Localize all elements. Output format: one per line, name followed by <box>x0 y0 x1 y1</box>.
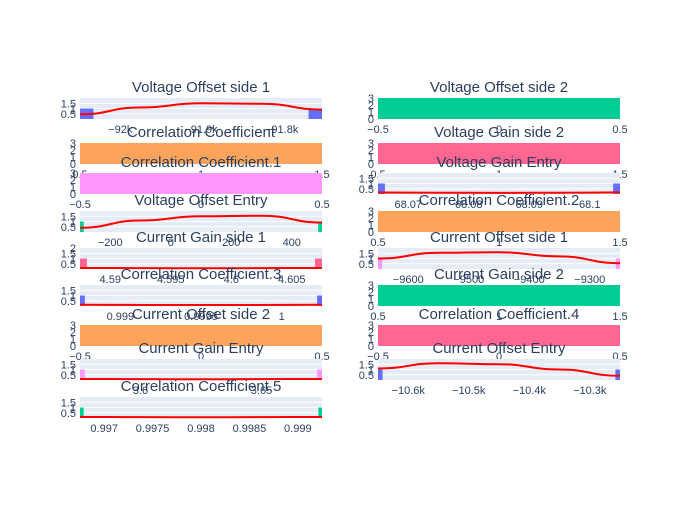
subplot-title: Current Gain side 1 <box>136 229 266 246</box>
x-tick-label: −10.5k <box>452 385 486 397</box>
x-tick-label: 0.999 <box>107 311 135 323</box>
subplot-title: Correlation Coefficient.2 <box>419 192 580 209</box>
histogram-bar <box>378 98 620 119</box>
subplot-title: Voltage Offset Entry <box>134 192 268 209</box>
x-tick-label: 0.999 <box>284 423 312 435</box>
y-tick-label: 2 <box>70 243 76 255</box>
x-tick-label: 4.605 <box>278 274 306 286</box>
y-tick-label: 3 <box>368 206 374 218</box>
subplot-title: Voltage Gain Entry <box>436 154 562 171</box>
x-tick-label: −200 <box>98 237 123 249</box>
subplot-title: Current Gain Entry <box>138 340 264 357</box>
y-tick-label: 3 <box>368 280 374 292</box>
x-tick-label: −9600 <box>393 274 424 286</box>
y-tick-label: 3 <box>70 168 76 180</box>
subplot-title: Voltage Offset side 1 <box>132 79 270 96</box>
x-tick-label: −0.5 <box>69 199 91 211</box>
y-tick-label: 3 <box>368 138 374 150</box>
histogram-bar <box>378 285 620 306</box>
x-tick-label: 0.9975 <box>136 423 170 435</box>
y-tick-label: 1.5 <box>61 211 76 223</box>
subplot-title: Correlation Coefficient.1 <box>121 154 282 171</box>
y-tick-label: 3 <box>70 320 76 332</box>
histogram-bar <box>80 222 84 233</box>
subplot-title: Current Offset Entry <box>432 340 566 357</box>
x-tick-label: 4.59 <box>100 274 121 286</box>
histogram-bar <box>378 370 383 381</box>
subplot-title: Current Offset side 2 <box>132 306 270 323</box>
subplot-title: Correlation Coefficient <box>127 124 276 141</box>
y-tick-label: 3 <box>368 93 374 105</box>
x-tick-label: −10.6k <box>392 385 426 397</box>
x-tick-label: 1.5 <box>612 237 627 249</box>
x-tick-label: −0.5 <box>367 124 389 136</box>
x-tick-label: 400 <box>283 237 301 249</box>
y-tick-label: 1.5 <box>359 173 374 185</box>
y-tick-label: 1.5 <box>359 359 374 371</box>
x-tick-label: −9300 <box>574 274 605 286</box>
x-tick-label: −10.3k <box>573 385 607 397</box>
x-tick-label: 1 <box>279 311 285 323</box>
x-tick-label: 0.5 <box>612 124 627 136</box>
x-tick-label: 0.9985 <box>233 423 267 435</box>
x-tick-label: 0.5 <box>314 199 329 211</box>
x-tick-label: 0.5 <box>370 237 385 249</box>
x-tick-label: 68.1 <box>579 199 600 211</box>
y-tick-label: 3 <box>368 320 374 332</box>
y-tick-label: 1.5 <box>61 359 76 371</box>
subplot-title: Current Offset side 1 <box>430 229 568 246</box>
y-tick-label: 1.5 <box>61 397 76 409</box>
subplot-title: Voltage Offset side 2 <box>430 79 568 96</box>
subplot-title: Correlation Coefficient.4 <box>419 306 580 323</box>
subplot-title: Correlation Coefficient.5 <box>121 378 282 395</box>
x-tick-label: −10.4k <box>513 385 547 397</box>
x-tick-label: 0.997 <box>90 423 118 435</box>
y-tick-label: 1.5 <box>61 285 76 297</box>
y-tick-label: 1.5 <box>61 98 76 110</box>
x-tick-label: 0.998 <box>187 423 215 435</box>
y-tick-label: 3 <box>70 138 76 150</box>
histogram-bar <box>378 259 382 270</box>
subplot-title: Current Gain side 2 <box>434 266 564 283</box>
histogram-bar <box>80 173 322 194</box>
subplot-title: Voltage Gain side 2 <box>434 124 564 141</box>
subplot-title: Correlation Coefficient.3 <box>121 266 282 283</box>
y-tick-label: 1.5 <box>359 248 374 260</box>
x-tick-label: 1.5 <box>612 311 627 323</box>
